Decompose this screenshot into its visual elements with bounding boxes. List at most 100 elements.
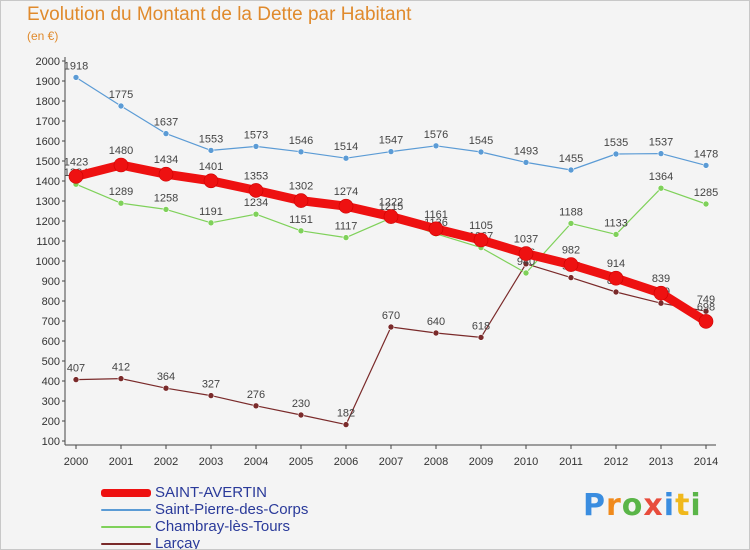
data-label: 1401 bbox=[199, 161, 223, 173]
data-point bbox=[657, 299, 665, 307]
x-tick-label: 2014 bbox=[694, 456, 718, 468]
data-label: 1637 bbox=[154, 117, 178, 129]
data-point bbox=[432, 329, 440, 337]
data-label: 1493 bbox=[514, 145, 538, 157]
data-label: 749 bbox=[697, 294, 715, 306]
data-label: 1161 bbox=[424, 209, 448, 221]
data-point bbox=[518, 246, 534, 261]
data-point bbox=[207, 147, 215, 154]
legend-item: Saint-Pierre-des-Corps bbox=[101, 501, 308, 518]
y-tick-label: 800 bbox=[42, 296, 60, 308]
data-point bbox=[297, 411, 305, 419]
legend-label: Saint-Pierre-des-Corps bbox=[155, 501, 309, 518]
data-label: 1537 bbox=[649, 137, 673, 149]
logo-letter: t bbox=[675, 488, 691, 523]
data-point bbox=[522, 269, 530, 277]
data-label: 618 bbox=[472, 320, 490, 332]
data-point bbox=[698, 314, 714, 329]
x-tick-label: 2005 bbox=[289, 456, 313, 468]
data-point bbox=[297, 227, 305, 235]
data-label: 1191 bbox=[199, 206, 223, 218]
data-point bbox=[207, 392, 215, 399]
legend-swatch bbox=[101, 488, 151, 497]
data-label: 407 bbox=[67, 363, 85, 375]
data-label: 1545 bbox=[469, 135, 493, 147]
x-tick-label: 2007 bbox=[379, 456, 403, 468]
y-tick-label: 1000 bbox=[36, 256, 60, 268]
legend-label: SAINT-AVERTIN bbox=[155, 484, 267, 501]
data-label: 1547 bbox=[379, 135, 403, 147]
data-point bbox=[252, 143, 260, 150]
data-label: 1478 bbox=[694, 148, 718, 160]
legend-swatch bbox=[101, 525, 151, 528]
y-tick-label: 1200 bbox=[36, 216, 60, 228]
y-axis-unit: (en €) bbox=[27, 29, 59, 43]
data-label: 1222 bbox=[379, 197, 403, 209]
data-point bbox=[68, 169, 84, 184]
data-point bbox=[342, 421, 350, 428]
data-point bbox=[158, 166, 174, 182]
data-label: 982 bbox=[562, 245, 580, 257]
data-label: 412 bbox=[112, 362, 130, 374]
x-tick-label: 2013 bbox=[649, 456, 673, 468]
legend-swatch bbox=[101, 508, 151, 511]
data-label: 1546 bbox=[289, 135, 313, 147]
y-tick-label: 500 bbox=[42, 356, 60, 368]
data-point bbox=[567, 274, 575, 281]
data-point bbox=[522, 159, 530, 166]
y-tick-label: 1500 bbox=[36, 156, 60, 168]
data-label: 1258 bbox=[154, 192, 178, 204]
data-point bbox=[702, 162, 710, 169]
data-point bbox=[252, 210, 260, 218]
data-label: 1037 bbox=[514, 234, 538, 246]
y-tick-label: 100 bbox=[42, 436, 60, 448]
data-label: 230 bbox=[292, 398, 310, 410]
legend-label: Chambray-lès-Tours bbox=[155, 518, 291, 535]
data-point bbox=[432, 142, 440, 150]
data-point bbox=[387, 148, 395, 155]
data-label: 276 bbox=[247, 389, 265, 401]
data-label: 1105 bbox=[469, 220, 493, 232]
legend-swatch bbox=[101, 542, 151, 545]
data-point bbox=[657, 184, 665, 192]
logo-letter: o bbox=[621, 488, 644, 523]
data-point bbox=[563, 257, 579, 272]
data-point bbox=[293, 193, 309, 208]
data-point bbox=[117, 102, 125, 110]
data-point bbox=[473, 232, 489, 248]
y-tick-label: 1300 bbox=[36, 196, 60, 208]
data-point bbox=[342, 234, 350, 241]
data-label: 1553 bbox=[199, 133, 223, 145]
data-label: 1573 bbox=[244, 129, 268, 141]
data-point bbox=[567, 166, 575, 174]
data-label: 1535 bbox=[604, 137, 628, 149]
legend-item: Larçay bbox=[101, 535, 308, 549]
logo-letter: P bbox=[583, 488, 606, 523]
y-tick-label: 900 bbox=[42, 276, 60, 288]
data-label: 1274 bbox=[334, 186, 358, 198]
data-label: 1234 bbox=[244, 197, 268, 209]
data-label: 670 bbox=[382, 310, 400, 322]
x-tick-label: 2010 bbox=[514, 456, 538, 468]
x-tick-label: 2004 bbox=[244, 456, 268, 468]
data-label: 1302 bbox=[289, 181, 313, 193]
data-label: 1514 bbox=[334, 141, 358, 153]
y-tick-label: 1600 bbox=[36, 136, 60, 148]
data-label: 1434 bbox=[154, 154, 178, 166]
data-point bbox=[702, 200, 710, 208]
data-point bbox=[608, 270, 624, 286]
data-label: 182 bbox=[337, 408, 355, 420]
data-point bbox=[117, 199, 125, 207]
y-tick-label: 1700 bbox=[36, 116, 60, 128]
data-label: 1455 bbox=[559, 153, 583, 165]
chart-title: Evolution du Montant de la Dette par Hab… bbox=[27, 4, 412, 25]
data-point bbox=[383, 209, 399, 224]
logo-letter: x bbox=[643, 488, 664, 523]
legend-item: Chambray-lès-Tours bbox=[101, 518, 308, 535]
data-point bbox=[72, 74, 80, 81]
data-point bbox=[113, 157, 129, 173]
data-label: 1133 bbox=[604, 217, 628, 229]
data-label: 1480 bbox=[109, 145, 133, 157]
x-tick-label: 2011 bbox=[559, 456, 583, 468]
